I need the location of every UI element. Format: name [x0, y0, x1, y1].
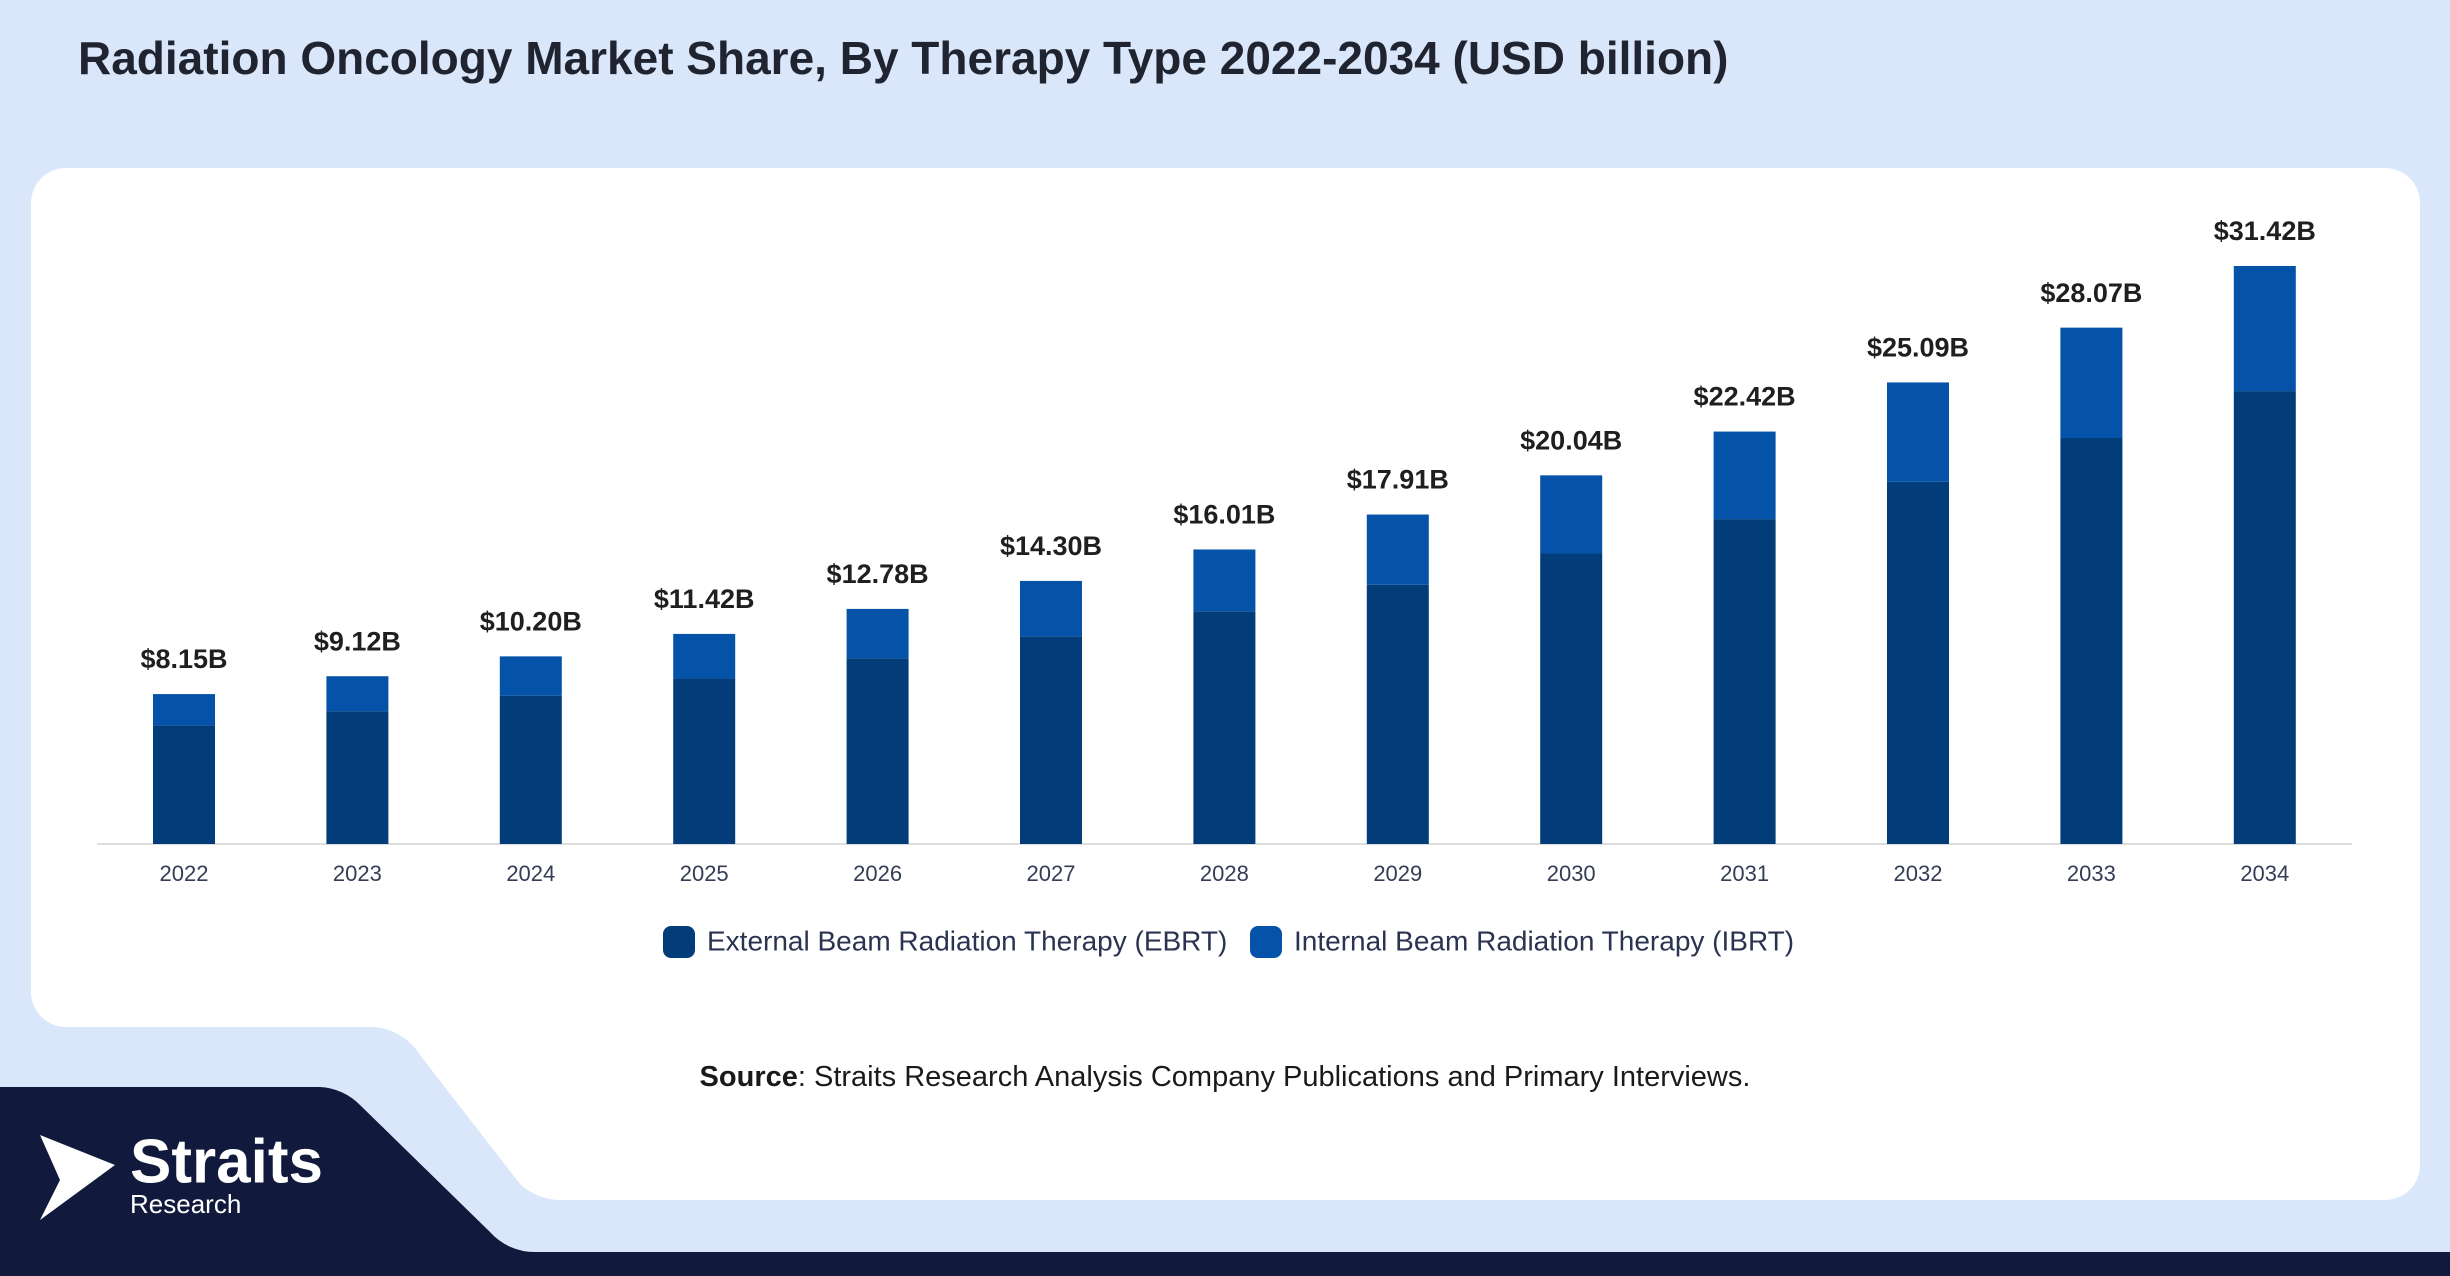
total-label: $31.42B — [2214, 216, 2316, 246]
bar-segment — [673, 633, 736, 679]
bar-segment — [499, 695, 562, 844]
total-label: $8.15B — [140, 644, 227, 674]
logo-sub: Research — [130, 1189, 241, 1219]
x-tick-label: 2031 — [1720, 861, 1769, 886]
legend-label: External Beam Radiation Therapy (EBRT) — [707, 925, 1227, 956]
bar-segment — [499, 656, 562, 696]
bar-segment — [846, 608, 909, 659]
bar-segment — [1020, 580, 1082, 637]
bar-segment — [1366, 584, 1429, 844]
x-tick-label: 2034 — [2240, 861, 2289, 886]
bar-segment — [1887, 382, 1949, 482]
bar-segment — [2233, 266, 2296, 392]
bar-segment — [1020, 636, 1082, 844]
x-tick-label: 2028 — [1200, 861, 1249, 886]
bar-segment — [326, 676, 389, 712]
bar-segment — [326, 711, 389, 844]
x-tick-label: 2025 — [680, 861, 729, 886]
source: Source: Straits Research Analysis Compan… — [700, 1061, 1751, 1093]
bar-segment — [2060, 438, 2123, 844]
bar-segment — [1540, 475, 1603, 554]
legend-label: Internal Beam Radiation Therapy (IBRT) — [1294, 925, 1794, 956]
x-tick-label: 2023 — [333, 861, 382, 886]
bar-segment — [2060, 327, 2123, 439]
bar-segment — [673, 678, 736, 844]
x-tick-label: 2024 — [506, 861, 555, 886]
bar-segment — [1540, 553, 1603, 844]
logo-icon — [40, 1135, 115, 1220]
total-label: $22.42B — [1694, 382, 1796, 412]
total-label: $10.20B — [480, 606, 582, 636]
x-tick-label: 2026 — [853, 861, 902, 886]
total-label: $9.12B — [314, 626, 401, 656]
x-tick-label: 2022 — [160, 861, 209, 886]
bar-segment — [153, 694, 215, 726]
logo-panel — [0, 1087, 2450, 1276]
total-label: $28.07B — [2040, 278, 2142, 308]
bar-segment — [1713, 519, 1776, 844]
chart-title: Radiation Oncology Market Share, By Ther… — [78, 32, 1728, 84]
bar-segment — [1887, 481, 1949, 844]
x-tick-label: 2029 — [1373, 861, 1422, 886]
total-label: $11.42B — [654, 584, 755, 614]
source-label: Source — [700, 1061, 798, 1093]
x-tick-label: 2032 — [1894, 861, 1943, 886]
bar-segment — [2233, 391, 2296, 844]
source-text: : Straits Research Analysis Company Publ… — [798, 1061, 1751, 1093]
total-label: $17.91B — [1347, 465, 1449, 495]
total-label: $25.09B — [1867, 333, 1969, 363]
bar-segment — [1713, 431, 1776, 520]
legend-swatch — [1250, 926, 1282, 958]
bar-segment — [1193, 611, 1256, 844]
x-tick-label: 2027 — [1027, 861, 1076, 886]
x-tick-label: 2033 — [2067, 861, 2116, 886]
bar-segment — [153, 725, 215, 844]
bar-segment — [1366, 514, 1429, 585]
bar-segment — [846, 658, 909, 844]
legend-swatch — [663, 926, 695, 958]
total-label: $14.30B — [1000, 531, 1102, 561]
total-label: $12.78B — [827, 559, 929, 589]
bar-segment — [1193, 549, 1256, 612]
total-label: $20.04B — [1520, 425, 1622, 455]
total-label: $16.01B — [1173, 500, 1275, 530]
logo-name: Straits — [130, 1127, 323, 1196]
x-tick-label: 2030 — [1547, 861, 1596, 886]
